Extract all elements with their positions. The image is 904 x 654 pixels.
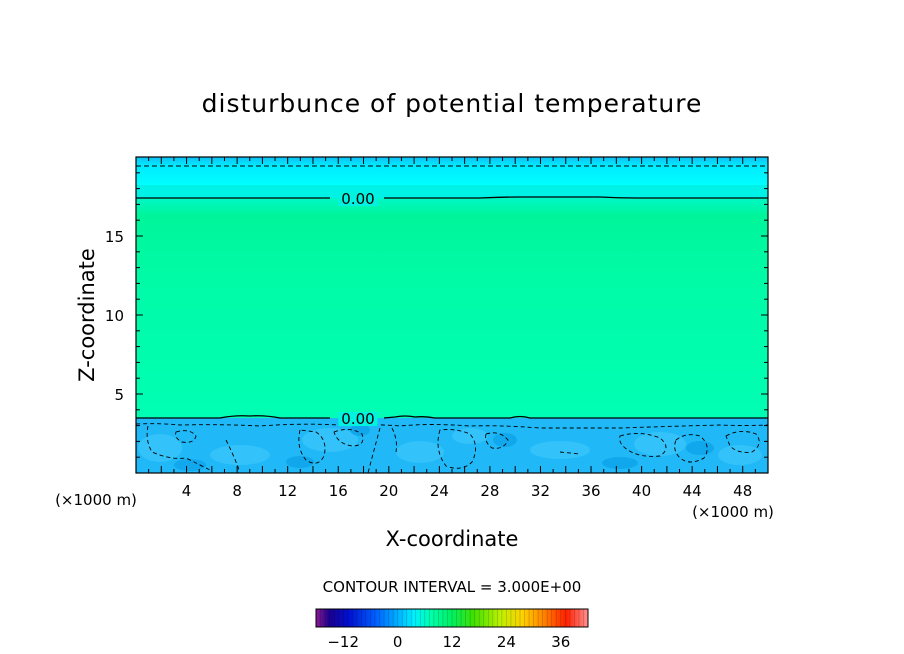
contour-label-bg	[338, 192, 378, 206]
x-tick-label: 16	[329, 482, 348, 500]
contour-label-upper-text: 0.00	[341, 190, 374, 208]
colorbar: −12 0 12 24 36	[315, 608, 589, 651]
colorbar-gradient	[316, 609, 588, 627]
x-tick-label: 40	[632, 482, 651, 500]
contour-lower-dashed	[136, 423, 768, 473]
plot-area	[136, 157, 768, 473]
x-tick-label: 44	[683, 482, 702, 500]
field-band-cyan	[136, 185, 768, 198]
colorbar-segment-lines	[320, 609, 584, 627]
colorbar-frame	[315, 608, 589, 628]
colorbar-tick-label: 36	[551, 633, 570, 651]
lower-field-patches	[138, 428, 762, 465]
x-tick-label: 48	[733, 482, 752, 500]
x-axis-ticks: 4 8 12 16 20 24 28 32 36 40 44 48	[135, 157, 769, 500]
y-axis-ticks: 5 10 15	[105, 156, 768, 474]
y-tick-label: 10	[105, 307, 124, 325]
contour-label-bg	[338, 412, 378, 426]
x-unit-label: (×1000 m)	[692, 503, 774, 521]
x-tick-label: 12	[278, 482, 297, 500]
chart-title: disturbunce of potential temperature	[202, 89, 703, 118]
colorbar-tick-label: 12	[442, 633, 461, 651]
x-tick-label: 8	[232, 482, 242, 500]
contour-label-lower-text: 0.00	[341, 410, 374, 428]
contour-label-lower: 0.00	[338, 410, 378, 428]
colorbar-tick-label: 0	[393, 633, 403, 651]
x-tick-label: 28	[480, 482, 499, 500]
contour-zero-lower	[136, 415, 768, 419]
x-tick-label: 36	[581, 482, 600, 500]
x-tick-label: 32	[531, 482, 550, 500]
colorbar-tick-labels: −12 0 12 24 36	[327, 633, 570, 651]
field-band-green	[136, 198, 768, 418]
y-unit-label: (×1000 m)	[55, 491, 137, 509]
colorbar-tick-label: −12	[327, 633, 359, 651]
x-tick-label: 20	[379, 482, 398, 500]
x-axis-label: X-coordinate	[386, 527, 519, 551]
y-tick-label: 5	[114, 386, 124, 404]
contour-label-upper: 0.00	[338, 190, 378, 208]
x-tick-label: 4	[182, 482, 192, 500]
y-axis-label: Z-coordinate	[75, 248, 99, 382]
y-tick-label: 15	[105, 228, 124, 246]
contour-zero-upper	[136, 196, 768, 199]
field-band-top	[136, 157, 768, 185]
contour-interval-text: CONTOUR INTERVAL = 3.000E+00	[323, 578, 582, 596]
x-tick-label: 24	[430, 482, 449, 500]
colorbar-tick-label: 24	[497, 633, 516, 651]
